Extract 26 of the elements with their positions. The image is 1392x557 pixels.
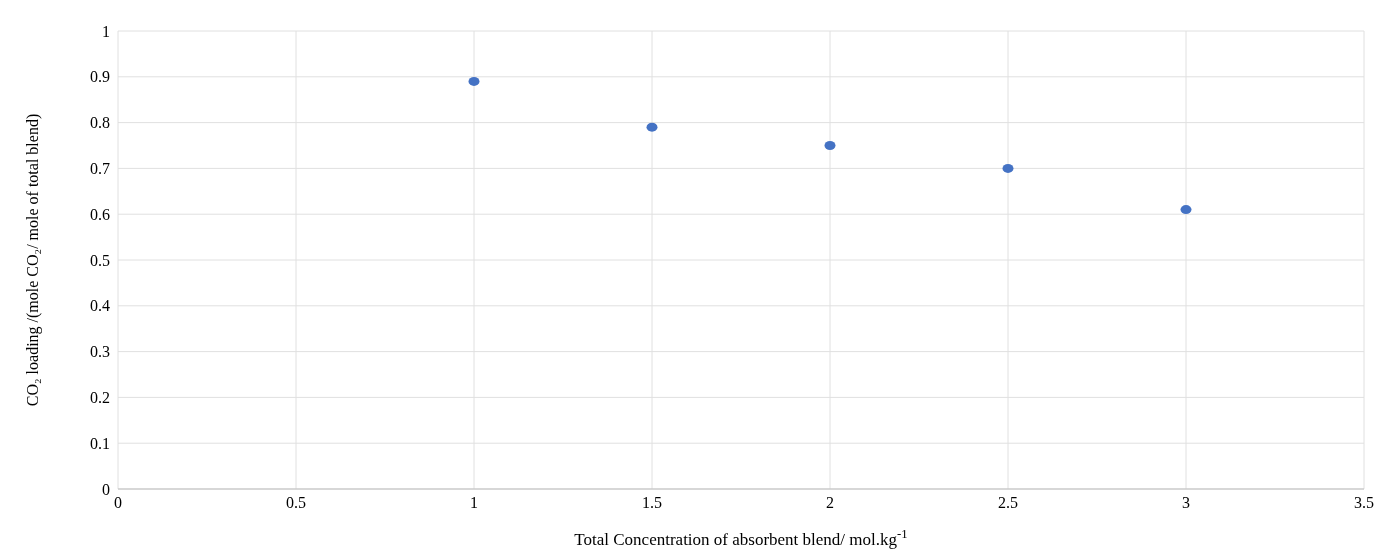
x-tick-label: 2.5 xyxy=(998,494,1018,512)
y-tick-label: 0.8 xyxy=(90,114,110,132)
y-tick-label: 0.2 xyxy=(90,389,110,407)
y-tick-label: 0.6 xyxy=(90,205,110,223)
point xyxy=(824,141,836,150)
x-tick-label: 1.5 xyxy=(642,494,662,512)
y-tick-label: 0.5 xyxy=(90,251,110,269)
y-tick-label: 0.7 xyxy=(90,160,110,178)
y-tick-label: 0.4 xyxy=(90,297,110,315)
x-tick-label: 0.5 xyxy=(286,494,306,512)
y-tick-label: 0.9 xyxy=(90,68,110,86)
point xyxy=(646,122,658,132)
x-tick-label: 0 xyxy=(114,494,122,512)
point xyxy=(1002,163,1014,173)
y-tick-label: 0.3 xyxy=(90,343,110,361)
point xyxy=(468,76,480,86)
x-tick-label: 3 xyxy=(1182,494,1190,512)
point xyxy=(1180,205,1192,215)
y-tick-label: 0 xyxy=(102,480,110,498)
x-tick-label: 2 xyxy=(826,494,834,512)
x-axis-title: Total Concentration of absorbent blend/ mol.kg$^{-1}$ xyxy=(574,527,908,549)
y-axis-title: CO₂ loading /(mole CO₂/ mole of total blend) xyxy=(24,113,42,407)
y-tick-label: 0.1 xyxy=(90,434,110,452)
x-tick-label: 3.5 xyxy=(1354,494,1374,512)
x-tick-label: 1 xyxy=(470,494,478,512)
y-tick-label: 1 xyxy=(102,22,110,40)
